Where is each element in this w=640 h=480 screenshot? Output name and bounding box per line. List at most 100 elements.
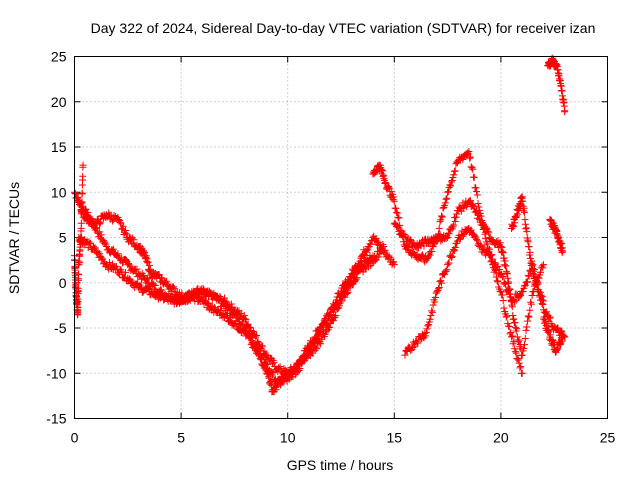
data-point — [525, 272, 533, 280]
data-point — [525, 243, 533, 251]
data-point — [148, 274, 156, 282]
data-point — [503, 312, 511, 320]
data-point — [541, 318, 549, 326]
data-point — [157, 274, 165, 282]
data-point — [512, 349, 520, 357]
series-track-d — [369, 148, 569, 341]
data-point — [108, 246, 116, 254]
data-point — [526, 248, 534, 256]
data-point — [428, 247, 436, 255]
data-point — [413, 250, 421, 258]
data-point — [494, 278, 502, 286]
data-point — [118, 225, 126, 233]
data-point — [527, 298, 535, 306]
data-point — [77, 219, 85, 227]
data-point — [127, 235, 135, 243]
data-point — [378, 247, 386, 255]
data-point — [363, 246, 371, 254]
data-point — [511, 219, 519, 227]
data-point — [144, 284, 152, 292]
data-point — [109, 245, 117, 253]
data-point — [451, 218, 459, 226]
x-tick-label: 20 — [493, 430, 509, 446]
data-point — [84, 209, 92, 217]
data-point — [477, 242, 485, 250]
data-point — [520, 344, 528, 352]
data-point — [501, 279, 509, 287]
data-point — [442, 195, 450, 203]
data-point — [558, 240, 566, 248]
data-point — [476, 243, 484, 251]
data-point — [410, 343, 418, 351]
data-point — [473, 188, 481, 195]
y-tick-label: 0 — [59, 275, 67, 291]
data-point — [264, 360, 272, 368]
data-point — [96, 220, 104, 228]
data-point — [249, 339, 257, 347]
data-point — [555, 70, 563, 78]
data-point — [373, 237, 381, 245]
data-point — [492, 266, 500, 274]
data-point — [331, 313, 339, 321]
data-point — [434, 286, 442, 294]
data-point — [473, 191, 481, 199]
data-point — [473, 235, 481, 243]
data-point — [444, 188, 452, 196]
data-point — [447, 178, 455, 186]
data-point — [479, 246, 487, 254]
data-point — [499, 297, 507, 305]
data-point — [442, 235, 450, 243]
data-point — [466, 154, 474, 162]
data-point — [252, 331, 260, 339]
data-point — [537, 291, 545, 299]
data-point — [167, 287, 175, 295]
data-point — [374, 253, 382, 261]
data-point — [499, 272, 507, 280]
series-track-i — [546, 215, 567, 257]
data-point — [163, 277, 171, 285]
data-point — [75, 258, 83, 266]
series-track-j — [540, 313, 567, 356]
data-point — [557, 327, 565, 335]
data-point — [467, 226, 475, 234]
data-point — [283, 377, 291, 385]
data-point — [489, 261, 497, 269]
data-point — [312, 344, 320, 352]
data-point — [543, 308, 551, 316]
data-point — [455, 203, 463, 211]
data-point — [453, 210, 461, 218]
y-tick-label: -10 — [46, 365, 66, 381]
data-point — [335, 302, 343, 310]
data-point — [429, 301, 437, 309]
data-point — [255, 350, 263, 358]
data-point — [524, 278, 532, 286]
data-point — [315, 339, 323, 347]
data-point — [428, 308, 436, 316]
data-point — [483, 247, 491, 255]
data-point — [431, 294, 439, 302]
x-axis-label: GPS time / hours — [287, 457, 394, 473]
data-point — [450, 221, 458, 229]
data-point — [466, 197, 474, 205]
data-point — [118, 268, 126, 276]
data-point — [87, 217, 95, 225]
data-point — [511, 348, 519, 356]
data-point — [474, 210, 482, 218]
data-point — [426, 315, 434, 323]
data-point — [546, 314, 554, 322]
data-point — [332, 312, 340, 320]
data-point — [114, 250, 122, 258]
data-point — [447, 182, 455, 190]
data-point — [518, 369, 526, 377]
data-point — [98, 235, 106, 243]
data-point — [211, 303, 219, 311]
data-point — [133, 265, 141, 273]
data-point — [450, 247, 458, 255]
data-point — [532, 280, 540, 288]
data-point — [400, 230, 408, 238]
data-point — [401, 234, 409, 241]
y-tick-labels: -15 -10 -5 0 5 10 15 20 25 — [46, 49, 66, 427]
data-point — [509, 222, 517, 230]
data-point — [296, 364, 304, 372]
data-point — [450, 167, 458, 175]
